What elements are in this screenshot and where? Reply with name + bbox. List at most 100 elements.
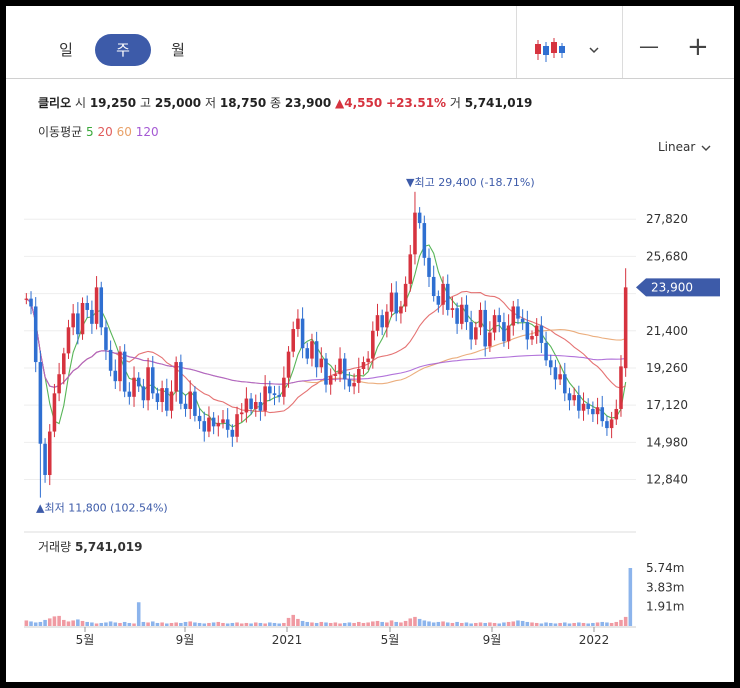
candle — [258, 402, 263, 411]
candle — [141, 386, 146, 401]
volume-bar — [600, 621, 605, 626]
candle — [408, 254, 413, 284]
candle — [581, 403, 586, 411]
candle — [52, 393, 57, 432]
candle — [165, 388, 169, 411]
candle — [62, 353, 66, 375]
price-axis-label: 27,820 — [646, 212, 688, 226]
candle — [160, 388, 164, 403]
volume-bar — [445, 622, 450, 626]
candle — [71, 313, 75, 328]
ma-60[interactable]: 60 — [116, 125, 132, 139]
candle — [431, 276, 436, 297]
candle — [80, 302, 85, 335]
candle — [553, 367, 558, 380]
divider — [516, 6, 517, 78]
volume-bar — [450, 622, 455, 626]
candle — [464, 304, 469, 323]
candle — [333, 374, 338, 376]
chart-type-button[interactable] — [524, 34, 614, 68]
candle — [230, 429, 235, 437]
candle — [595, 407, 600, 415]
volume-bar — [328, 622, 333, 626]
ma-5[interactable]: 5 — [86, 125, 94, 139]
high-annotation: ▼최고 29,400 (-18.71%) — [406, 176, 535, 189]
volume-bar — [403, 620, 408, 626]
tab-day[interactable]: 일 — [59, 41, 73, 59]
zoom-in-button[interactable]: + — [687, 32, 709, 62]
volume-bar — [216, 621, 221, 626]
candle — [352, 382, 356, 387]
volume-bar — [553, 623, 558, 626]
candle — [314, 341, 319, 368]
volume-bar — [441, 621, 445, 626]
volume-bar — [563, 622, 567, 626]
candle — [305, 348, 310, 359]
volume-bar — [230, 622, 235, 626]
volume-bar — [342, 622, 347, 626]
volume-bar — [66, 621, 71, 626]
candle — [399, 306, 403, 314]
volume-bar — [483, 622, 487, 626]
volume-bar — [188, 621, 192, 626]
volume-bar — [464, 622, 469, 626]
volume-bar — [249, 623, 253, 626]
volume-bar — [71, 620, 75, 626]
volume-bar — [80, 620, 85, 626]
ma-line-20 — [25, 290, 626, 414]
volume-bar — [399, 622, 403, 626]
candle — [488, 332, 492, 347]
candle — [104, 327, 108, 350]
volume-bar — [492, 622, 497, 626]
volume-bar — [221, 622, 225, 626]
volume-bar — [277, 623, 281, 626]
volume-bar — [558, 622, 562, 626]
candle — [300, 318, 305, 349]
candle — [338, 358, 342, 375]
volume-bar — [197, 622, 202, 626]
candle — [183, 403, 188, 409]
volume-bar — [296, 618, 300, 626]
candle — [445, 283, 450, 310]
volume-bar — [347, 622, 352, 626]
volume-bar — [352, 622, 356, 626]
volume-bar — [525, 621, 530, 626]
candle — [605, 421, 609, 429]
volume-bar — [291, 614, 296, 626]
current-price-tag — [636, 278, 720, 297]
volume-bar — [417, 618, 422, 626]
volume-bar — [183, 621, 188, 626]
volume-bar — [300, 620, 305, 626]
candle — [282, 377, 286, 397]
candle — [375, 315, 380, 331]
volume-bar — [567, 623, 572, 626]
volume-bar — [127, 622, 132, 626]
volume-bar — [76, 619, 80, 626]
x-axis-label: 5월 — [76, 633, 95, 647]
volume-bar — [239, 623, 244, 626]
volume-bar — [394, 621, 399, 626]
scale-dropdown[interactable]: Linear — [658, 140, 713, 154]
volume-bar — [225, 623, 230, 626]
candle — [525, 322, 530, 340]
candle — [478, 309, 483, 328]
ma-120[interactable]: 120 — [135, 125, 159, 139]
tab-month[interactable]: 월 — [171, 41, 185, 59]
volume-bar — [380, 621, 384, 626]
candle — [403, 283, 408, 307]
ma-20[interactable]: 20 — [97, 125, 113, 139]
volume-bar — [474, 622, 478, 626]
volume-bar — [108, 621, 113, 626]
zoom-out-button[interactable]: — — [639, 34, 659, 58]
volume-bar — [628, 568, 633, 626]
candle — [591, 408, 595, 415]
candle — [118, 351, 122, 382]
volume-bar — [431, 622, 436, 626]
price-chart[interactable]: 27,820 25,680 21,400 19,260 17,120 14,980 12,8… — [6, 6, 734, 682]
volume-bar — [586, 623, 590, 626]
candle — [132, 377, 136, 397]
volume-bar — [29, 621, 33, 626]
volume-bar — [155, 622, 160, 626]
tab-week[interactable]: 주 — [95, 34, 151, 66]
candle — [108, 349, 113, 371]
